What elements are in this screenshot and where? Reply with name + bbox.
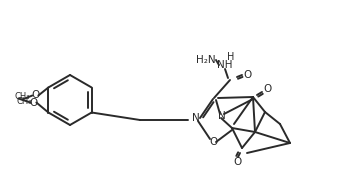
Text: N: N bbox=[192, 113, 200, 123]
Text: O: O bbox=[31, 91, 40, 100]
Text: H₂N: H₂N bbox=[196, 55, 216, 65]
Text: O: O bbox=[263, 84, 271, 94]
Text: CH₃: CH₃ bbox=[17, 97, 32, 106]
Text: NH: NH bbox=[217, 60, 233, 70]
Text: N: N bbox=[218, 111, 226, 121]
Text: O: O bbox=[209, 137, 217, 147]
Text: H: H bbox=[227, 52, 235, 62]
Text: O: O bbox=[233, 157, 241, 167]
Text: CH₃: CH₃ bbox=[15, 92, 30, 101]
Text: O: O bbox=[29, 98, 38, 107]
Text: O: O bbox=[244, 70, 252, 80]
